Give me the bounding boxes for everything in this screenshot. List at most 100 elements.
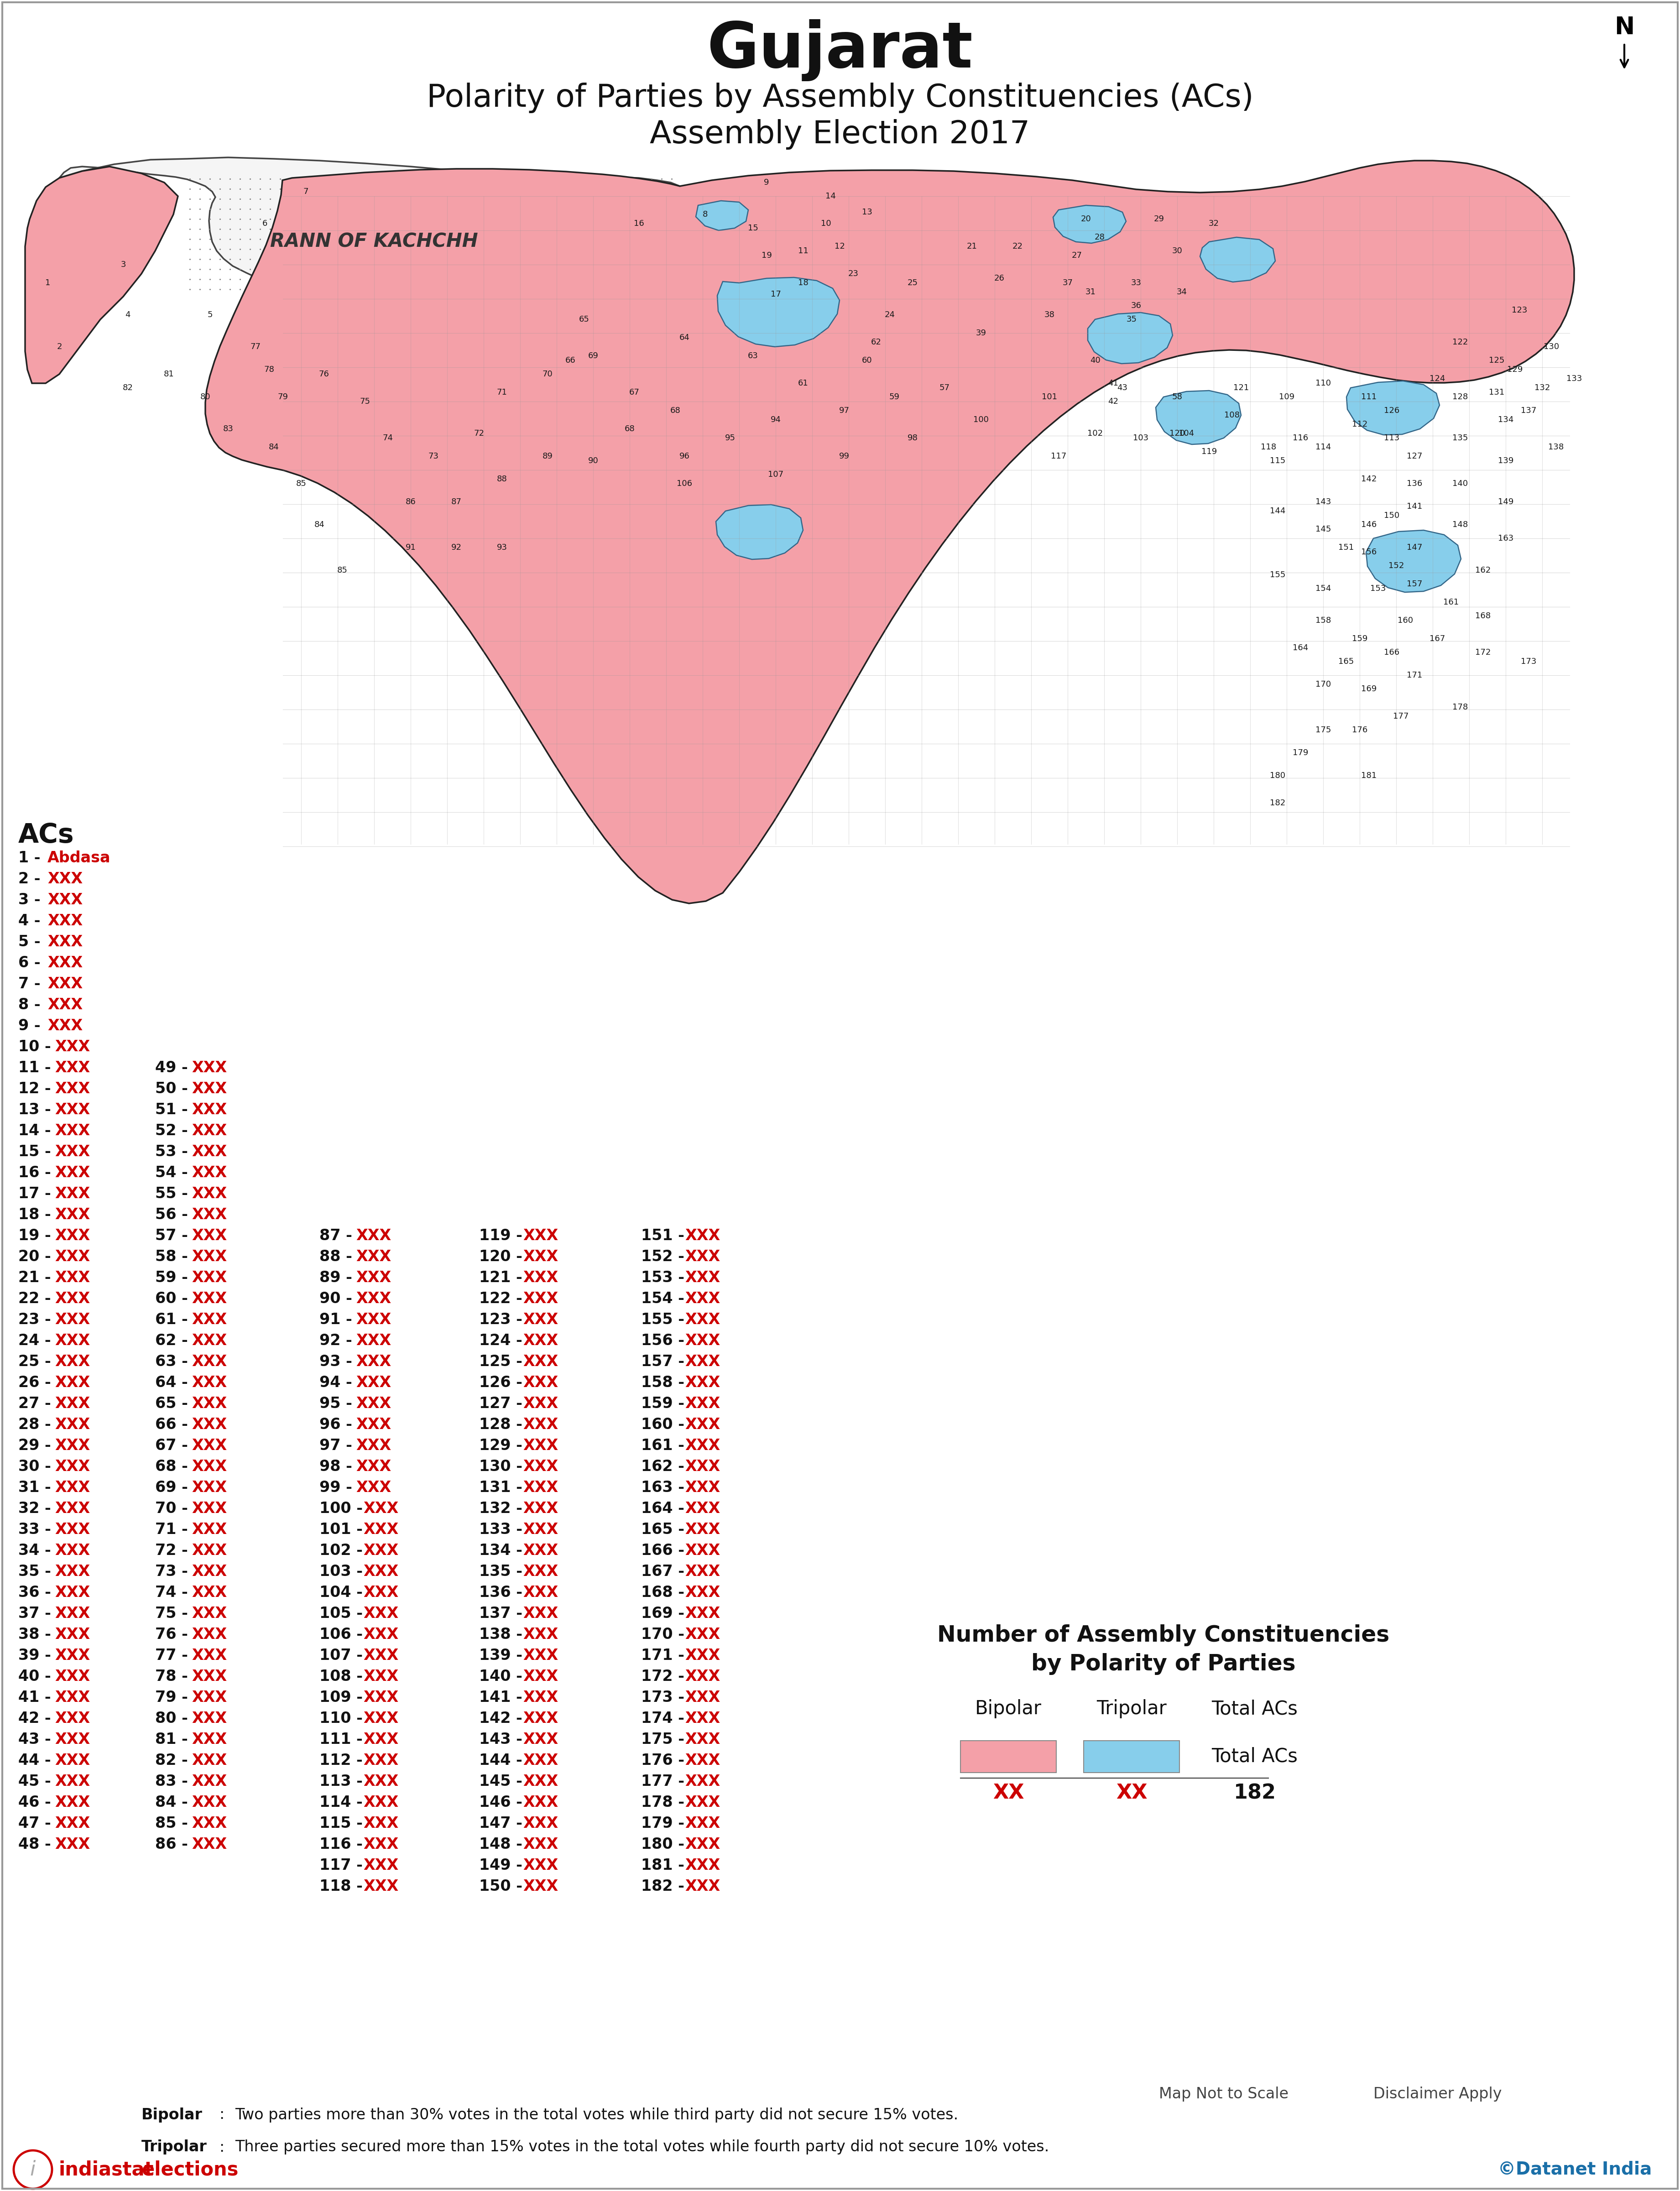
Text: 35 -: 35 - — [18, 1564, 57, 1580]
Text: 160: 160 — [1398, 616, 1413, 624]
Text: 25 -: 25 - — [18, 1354, 57, 1369]
Text: 179 -: 179 - — [642, 1816, 690, 1832]
Text: 50 -: 50 - — [155, 1080, 193, 1096]
Text: 67: 67 — [628, 388, 640, 397]
Text: 97: 97 — [838, 408, 850, 414]
Text: 127 -: 127 - — [479, 1396, 528, 1411]
Text: XXX: XXX — [192, 1689, 227, 1705]
Text: 143: 143 — [1315, 497, 1331, 506]
Text: 79: 79 — [277, 392, 289, 401]
Text: 40 -: 40 - — [18, 1670, 57, 1685]
Text: 117 -: 117 - — [319, 1858, 368, 1873]
Text: XXX: XXX — [192, 1207, 227, 1223]
Text: 136: 136 — [1406, 480, 1423, 489]
Text: 142 -: 142 - — [479, 1711, 528, 1727]
Text: XXX: XXX — [356, 1332, 391, 1347]
Text: XXX: XXX — [192, 1459, 227, 1475]
Text: 54 -: 54 - — [155, 1166, 193, 1181]
Text: 87: 87 — [450, 497, 462, 506]
Text: 131 -: 131 - — [479, 1479, 528, 1494]
Text: XXX: XXX — [55, 1775, 91, 1788]
Text: 1 -: 1 - — [18, 850, 45, 865]
Text: XXX: XXX — [356, 1249, 391, 1264]
Text: 156: 156 — [1361, 548, 1376, 557]
Text: XXX: XXX — [192, 1836, 227, 1851]
Text: 96 -: 96 - — [319, 1418, 358, 1433]
Text: 68: 68 — [670, 408, 680, 414]
Text: 132 -: 132 - — [479, 1501, 528, 1516]
Text: 3 -: 3 - — [18, 892, 45, 907]
Text: 130: 130 — [1544, 342, 1559, 351]
Text: 98: 98 — [907, 434, 917, 443]
Text: XXX: XXX — [356, 1376, 391, 1389]
Text: 174 -: 174 - — [642, 1711, 690, 1727]
Text: XXX: XXX — [192, 1437, 227, 1453]
Text: XXX: XXX — [522, 1459, 558, 1475]
Text: 11: 11 — [798, 248, 808, 254]
Text: XXX: XXX — [522, 1628, 558, 1641]
Text: 165: 165 — [1339, 657, 1354, 666]
Text: XXX: XXX — [55, 1332, 91, 1347]
Text: XXX: XXX — [47, 892, 82, 907]
Text: 60 -: 60 - — [155, 1290, 193, 1306]
Text: 101: 101 — [1042, 392, 1057, 401]
Text: 118 -: 118 - — [319, 1878, 368, 1893]
Text: XXX: XXX — [522, 1670, 558, 1685]
Text: 114: 114 — [1315, 443, 1331, 451]
Text: XXX: XXX — [522, 1418, 558, 1433]
Text: 173: 173 — [1520, 657, 1536, 666]
Text: XX: XX — [1116, 1783, 1147, 1803]
Text: 112 -: 112 - — [319, 1753, 368, 1768]
Text: 98 -: 98 - — [319, 1459, 358, 1475]
Text: XXX: XXX — [363, 1836, 398, 1851]
Text: 82 -: 82 - — [155, 1753, 193, 1768]
Text: 114 -: 114 - — [319, 1794, 368, 1810]
Text: XXX: XXX — [522, 1689, 558, 1705]
Text: 18: 18 — [798, 278, 808, 287]
Text: XXX: XXX — [522, 1523, 558, 1536]
Text: 116: 116 — [1292, 434, 1309, 443]
Text: 105 -: 105 - — [319, 1606, 368, 1621]
Text: 81: 81 — [163, 370, 175, 379]
Text: Assembly Election 2017: Assembly Election 2017 — [650, 118, 1030, 149]
Text: 15: 15 — [748, 223, 758, 232]
Text: 66: 66 — [564, 357, 576, 364]
Text: XXX: XXX — [55, 1207, 91, 1223]
Text: 17: 17 — [771, 289, 781, 298]
Text: 51 -: 51 - — [155, 1102, 193, 1117]
Text: 26: 26 — [995, 274, 1005, 283]
Text: 28: 28 — [1094, 232, 1105, 241]
Text: 61 -: 61 - — [155, 1312, 193, 1328]
Text: 86 -: 86 - — [155, 1836, 193, 1851]
Text: XXX: XXX — [55, 1290, 91, 1306]
Text: 177: 177 — [1393, 712, 1408, 721]
Text: XXX: XXX — [47, 872, 82, 887]
Text: 162 -: 162 - — [642, 1459, 690, 1475]
Text: 127: 127 — [1406, 451, 1423, 460]
Text: XXX: XXX — [685, 1312, 721, 1328]
Text: XXX: XXX — [685, 1794, 721, 1810]
Text: 141: 141 — [1406, 502, 1423, 511]
Text: 134 -: 134 - — [479, 1542, 528, 1558]
Text: 55 -: 55 - — [155, 1185, 193, 1201]
Text: XXX: XXX — [522, 1312, 558, 1328]
Text: 46 -: 46 - — [18, 1794, 57, 1810]
Text: 42 -: 42 - — [18, 1711, 55, 1727]
Text: 120 -: 120 - — [479, 1249, 528, 1264]
Text: XXX: XXX — [55, 1459, 91, 1475]
Text: XXX: XXX — [192, 1711, 227, 1727]
Text: XXX: XXX — [363, 1542, 398, 1558]
Text: XXX: XXX — [192, 1227, 227, 1242]
Text: 94: 94 — [771, 416, 781, 423]
Text: XXX: XXX — [363, 1584, 398, 1599]
Text: 66 -: 66 - — [155, 1418, 193, 1433]
Text: XXX: XXX — [522, 1290, 558, 1306]
Text: XXX: XXX — [192, 1648, 227, 1663]
Text: XXX: XXX — [55, 1670, 91, 1685]
Text: 177 -: 177 - — [642, 1775, 690, 1788]
Text: 156 -: 156 - — [642, 1332, 690, 1347]
Text: 8 -: 8 - — [18, 997, 45, 1012]
Text: 150: 150 — [1384, 511, 1399, 519]
Text: XXX: XXX — [522, 1711, 558, 1727]
Text: 19: 19 — [761, 252, 771, 259]
